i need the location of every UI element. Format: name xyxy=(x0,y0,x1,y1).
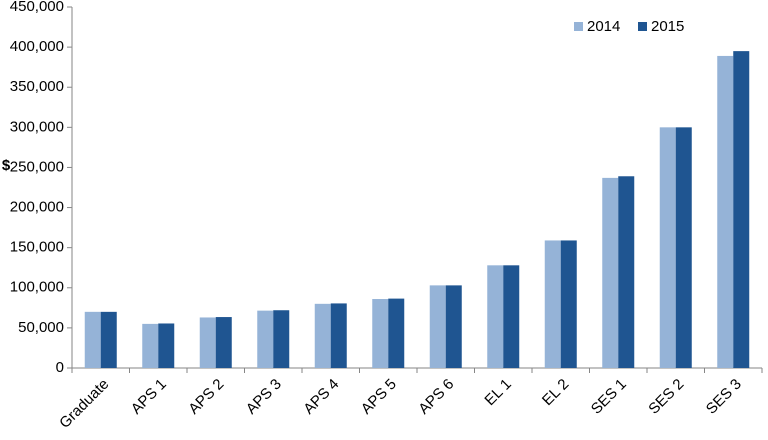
bar xyxy=(675,127,692,368)
bar xyxy=(445,285,462,368)
x-tick-label: SES 2 xyxy=(645,376,687,418)
x-tick-label: Graduate xyxy=(56,376,112,432)
bar xyxy=(199,317,216,368)
y-tick-label: 150,000 xyxy=(10,239,64,256)
legend-swatch xyxy=(638,22,647,31)
bar xyxy=(388,298,405,368)
bar xyxy=(372,299,389,368)
bar xyxy=(659,127,676,368)
legend-swatch xyxy=(574,22,583,31)
x-tick-label: SES 3 xyxy=(703,376,745,418)
bar xyxy=(733,51,750,368)
y-tick-label: 100,000 xyxy=(10,279,64,296)
x-tick-label: SES 1 xyxy=(588,376,630,418)
bar xyxy=(429,285,446,368)
legend-label: 2015 xyxy=(651,18,684,35)
bar xyxy=(503,265,520,368)
y-tick-label: 450,000 xyxy=(10,0,64,15)
x-tick-label: EL 2 xyxy=(539,376,572,409)
x-tick-label: APS 1 xyxy=(128,376,170,418)
bar xyxy=(717,55,734,369)
y-tick-label: 400,000 xyxy=(10,38,64,55)
x-tick-label: APS 3 xyxy=(243,376,285,418)
bar xyxy=(487,265,504,368)
x-tick-label: APS 6 xyxy=(415,376,457,418)
x-tick-label: APS 4 xyxy=(300,376,342,418)
x-tick-label: APS 5 xyxy=(358,376,400,418)
bar xyxy=(560,240,577,368)
x-tick-label: EL 1 xyxy=(481,376,514,409)
bar xyxy=(142,323,159,368)
y-axis-label: $ xyxy=(2,157,11,174)
bar xyxy=(618,176,635,368)
y-tick-label: 250,000 xyxy=(10,158,64,175)
bar xyxy=(330,303,347,368)
y-tick-label: 300,000 xyxy=(10,118,64,135)
bar xyxy=(602,177,619,368)
bar xyxy=(257,310,274,368)
bar xyxy=(273,310,290,368)
y-tick-label: 350,000 xyxy=(10,78,64,95)
y-tick-label: 0 xyxy=(56,359,64,376)
bar xyxy=(158,323,175,368)
y-tick-label: 200,000 xyxy=(10,199,64,216)
legend-label: 2014 xyxy=(587,18,620,35)
bar xyxy=(215,317,232,368)
bar xyxy=(84,311,101,368)
bar xyxy=(100,311,117,368)
bar xyxy=(314,303,331,368)
bar xyxy=(544,240,561,368)
x-tick-label: APS 2 xyxy=(185,376,227,418)
y-tick-label: 50,000 xyxy=(18,319,64,336)
